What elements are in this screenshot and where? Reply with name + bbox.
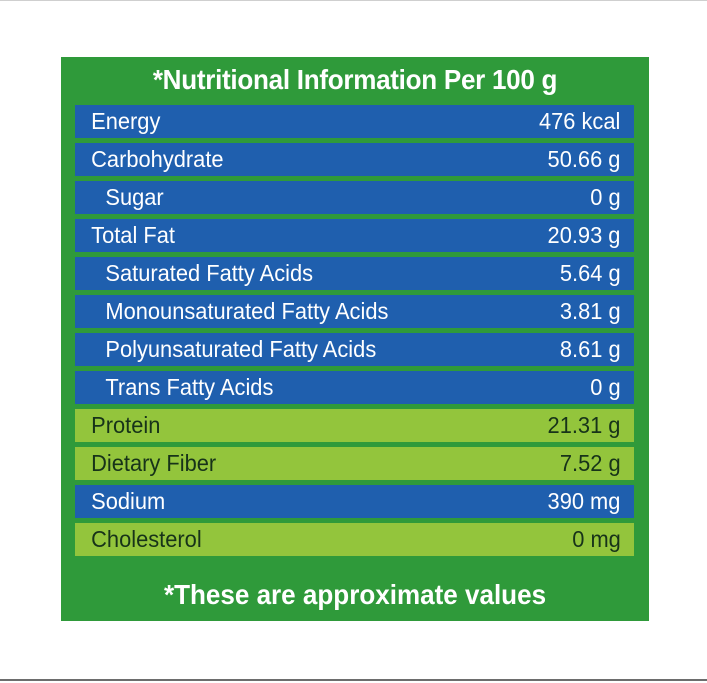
bottom-divider	[0, 679, 707, 681]
nutrition-row-energy: Energy 476 kcal	[75, 105, 634, 138]
nutrient-value: 476 kcal	[539, 108, 621, 134]
nutrient-value: 5.64 g	[559, 260, 621, 286]
nutrient-value: 0 mg	[572, 526, 621, 552]
top-divider	[0, 0, 707, 1]
nutrition-row-sodium: Sodium 390 mg	[75, 485, 634, 518]
nutrition-table: Energy 476 kcal Carbohydrate 50.66 g Sug…	[75, 105, 634, 561]
nutrient-label: Cholesterol	[91, 526, 202, 552]
nutrition-row-saturated-fatty-acids: Saturated Fatty Acids 5.64 g	[75, 257, 634, 290]
nutrient-label: Monounsaturated Fatty Acids	[105, 298, 389, 324]
nutrient-value: 50.66 g	[547, 146, 621, 172]
nutrient-value: 21.31 g	[547, 412, 621, 438]
nutrition-row-total-fat: Total Fat 20.93 g	[75, 219, 634, 252]
nutrient-value: 3.81 g	[559, 298, 621, 324]
nutrient-label: Protein	[91, 412, 161, 438]
nutrition-row-dietary-fiber: Dietary Fiber 7.52 g	[75, 447, 634, 480]
nutrition-row-trans-fatty-acids: Trans Fatty Acids 0 g	[75, 371, 634, 404]
nutrition-row-protein: Protein 21.31 g	[75, 409, 634, 442]
nutrient-label: Sodium	[91, 488, 166, 514]
nutrient-label: Trans Fatty Acids	[105, 374, 274, 400]
nutrient-value: 0 g	[590, 184, 621, 210]
nutrition-row-cholesterol: Cholesterol 0 mg	[75, 523, 634, 556]
panel-title: *Nutritional Information Per 100 g	[152, 64, 558, 95]
nutrient-value: 20.93 g	[547, 222, 621, 248]
nutrient-label: Dietary Fiber	[91, 450, 217, 476]
nutrient-label: Saturated Fatty Acids	[105, 260, 314, 286]
nutrient-value: 7.52 g	[559, 450, 621, 476]
nutrient-label: Sugar	[105, 184, 164, 210]
nutrient-label: Carbohydrate	[91, 146, 224, 172]
nutrient-value: 0 g	[590, 374, 621, 400]
nutrition-row-sugar: Sugar 0 g	[75, 181, 634, 214]
nutrient-label: Energy	[91, 108, 161, 134]
nutrient-label: Polyunsaturated Fatty Acids	[105, 336, 377, 362]
nutrition-row-carbohydrate: Carbohydrate 50.66 g	[75, 143, 634, 176]
nutrition-row-monounsaturated-fatty-acids: Monounsaturated Fatty Acids 3.81 g	[75, 295, 634, 328]
panel-footnote: *These are approximate values	[163, 579, 547, 610]
nutrient-label: Total Fat	[91, 222, 175, 248]
nutrition-row-polyunsaturated-fatty-acids: Polyunsaturated Fatty Acids 8.61 g	[75, 333, 634, 366]
nutrition-panel: *Nutritional Information Per 100 g Energ…	[61, 57, 649, 621]
nutrient-value: 8.61 g	[559, 336, 621, 362]
nutrient-value: 390 mg	[547, 488, 621, 514]
